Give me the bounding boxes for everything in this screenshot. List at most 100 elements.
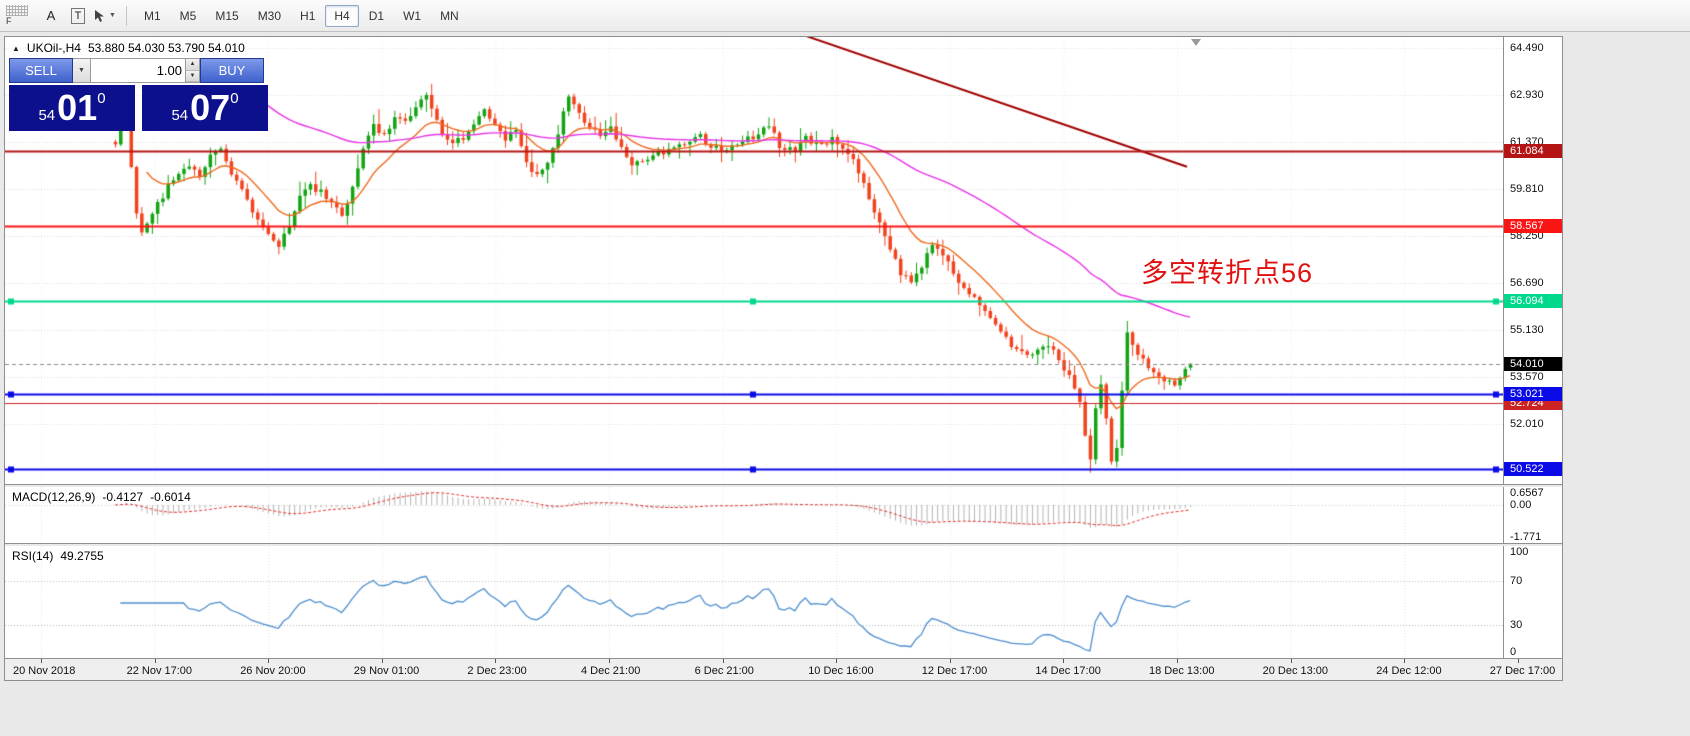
- chart-ohlc-values: 53.880 54.030 53.790 54.010: [87, 41, 245, 55]
- one-click-trading-panel: SELL ▼ ▲ ▼ BUY 54 01 0 5: [9, 58, 268, 131]
- grid-icon: [6, 5, 28, 16]
- time-axis-tick: [1177, 659, 1178, 663]
- timeframe-m15-button[interactable]: M15: [206, 5, 247, 27]
- timeframe-d1-button[interactable]: D1: [360, 5, 393, 27]
- time-axis-label: 20 Nov 2018: [13, 665, 76, 677]
- timeframe-m5-button[interactable]: M5: [171, 5, 206, 27]
- volume-stepper: ▲ ▼: [186, 58, 200, 83]
- rsi-value: 49.2755: [60, 549, 104, 563]
- time-axis-tick: [154, 659, 156, 663]
- macd-main-value: -0.4127: [102, 490, 144, 504]
- time-axis-label: 24 Dec 12:00: [1376, 665, 1442, 677]
- time-axis-tick: [268, 659, 270, 663]
- sell-price-pips: 01: [57, 87, 98, 128]
- timeframe-h4-button[interactable]: H4: [325, 4, 359, 27]
- price-level-badge: 61.084: [1504, 143, 1562, 158]
- text-tool-label: T: [70, 7, 86, 24]
- chart-symbol-label: UKOil-,H4: [26, 41, 81, 55]
- time-axis-tick: [609, 659, 610, 663]
- price-axis-tick: 53.570: [1510, 371, 1544, 384]
- macd-canvas[interactable]: [5, 487, 1503, 543]
- time-axis-label: 6 Dec 21:00: [694, 665, 754, 677]
- cursor-icon: [95, 9, 105, 22]
- rsi-axis-tick: 70: [1510, 575, 1523, 587]
- main-plot[interactable]: ▲ UKOil-,H4 53.880 54.030 53.790 54.010 …: [5, 37, 1503, 484]
- rsi-axis-tick: 0: [1510, 646, 1517, 658]
- time-axis-tick: [1404, 659, 1406, 663]
- time-axis-tick: [1063, 659, 1065, 663]
- time-axis-tick: [495, 659, 497, 663]
- toolbar-separator: [126, 5, 127, 26]
- rsi-canvas[interactable]: [5, 546, 1503, 658]
- buy-price-prefix: 54: [171, 107, 189, 124]
- macd-plot[interactable]: MACD(12,26,9) -0.4127 -0.6014: [5, 487, 1503, 543]
- timeframe-h1-button[interactable]: H1: [291, 5, 324, 27]
- macd-axis-tick: 0.6567: [1510, 487, 1544, 499]
- trade-controls-row: SELL ▼ ▲ ▼ BUY: [9, 58, 268, 83]
- volume-input[interactable]: [91, 58, 186, 83]
- macd-indicator-name: MACD(12,26,9): [12, 490, 96, 504]
- macd-label: MACD(12,26,9) -0.4127 -0.6014: [12, 490, 191, 504]
- price-level-badge: 53.021: [1504, 386, 1562, 401]
- volume-down-button[interactable]: ▼: [186, 70, 199, 82]
- macd-signal-value: -0.6014: [150, 490, 191, 504]
- buy-price-display[interactable]: 54 07 0: [142, 85, 268, 131]
- buy-price-pips: 07: [190, 87, 231, 128]
- panel-separator[interactable]: [5, 543, 1562, 546]
- rsi-panel: RSI(14) 49.2755 100 70 30 0: [5, 546, 1562, 658]
- time-axis-label: 10 Dec 16:00: [808, 665, 874, 677]
- arrow-text-tool-button[interactable]: A: [38, 4, 64, 28]
- current-price-badge: 54.010: [1504, 356, 1562, 371]
- sell-price-display[interactable]: 54 01 0: [9, 85, 135, 131]
- cursor-tool-button[interactable]: ▼: [92, 4, 118, 28]
- buy-price-point: 0: [230, 90, 239, 107]
- grip-label: F: [6, 16, 12, 26]
- macd-axis-tick: -1.771: [1510, 531, 1542, 543]
- rsi-axis[interactable]: 100 70 30 0: [1503, 546, 1562, 658]
- toolbar-grip[interactable]: F: [3, 2, 37, 30]
- time-axis-label: 12 Dec 17:00: [921, 665, 988, 677]
- time-axis-tick: [722, 659, 724, 663]
- time-axis[interactable]: 20 Nov 2018 22 Nov 17:00 26 Nov 20:00 29 No…: [5, 658, 1562, 680]
- price-axis-tick: 59.810: [1510, 183, 1544, 195]
- macd-axis[interactable]: 0.6567 0.00 -1.771: [1503, 487, 1562, 543]
- price-level-badge: 58.567: [1504, 219, 1562, 234]
- buy-button[interactable]: BUY: [200, 58, 264, 83]
- sell-price-prefix: 54: [38, 107, 56, 124]
- macd-panel: MACD(12,26,9) -0.4127 -0.6014 0.6567 0.00…: [5, 487, 1562, 543]
- price-axis-tick: 52.010: [1510, 418, 1544, 431]
- timeframe-m1-button[interactable]: M1: [135, 5, 170, 27]
- trade-prices-row: 54 01 0 54 07 0: [9, 85, 268, 131]
- timeframe-m30-button[interactable]: M30: [249, 5, 290, 27]
- price-axis[interactable]: 64.490 62.930 61.370 59.810 58.250 56.690 55.1…: [1503, 37, 1562, 484]
- price-level-badge: 50.522: [1504, 461, 1562, 476]
- time-axis-label: 18 Dec 13:00: [1149, 665, 1215, 677]
- text-tool-button[interactable]: T: [65, 4, 91, 28]
- chart-header: ▲ UKOil-,H4 53.880 54.030 53.790 54.010: [12, 41, 245, 55]
- toolbar: F A T ▼ M1 M5 M15 M30 H1 H4 D1 W1 MN: [0, 0, 1690, 32]
- time-axis-label: 29 Nov 01:00: [353, 665, 420, 677]
- chart-shift-marker[interactable]: [1191, 39, 1201, 46]
- sell-button[interactable]: SELL: [9, 58, 73, 83]
- rsi-axis-tick: 100: [1510, 546, 1529, 558]
- time-axis-label: 2 Dec 23:00: [467, 665, 527, 677]
- time-axis-label: 26 Nov 20:00: [240, 665, 306, 677]
- time-axis-label: 14 Dec 17:00: [1035, 665, 1101, 677]
- time-axis-tick: [41, 659, 42, 663]
- symbol-triangle-icon: ▲: [12, 43, 20, 53]
- sell-price-point: 0: [97, 90, 106, 107]
- timeframe-w1-button[interactable]: W1: [394, 5, 430, 27]
- time-axis-tick: [1290, 659, 1292, 663]
- caret-down-icon: ▼: [78, 67, 85, 74]
- volume-up-button[interactable]: ▲: [186, 59, 199, 71]
- time-axis-label: 4 Dec 21:00: [581, 665, 641, 677]
- panel-separator[interactable]: [5, 484, 1562, 487]
- volume-dropdown-button[interactable]: ▼: [73, 58, 91, 83]
- chart-annotation-text[interactable]: 多空转折点56: [1141, 258, 1314, 288]
- timeframe-mn-button[interactable]: MN: [431, 5, 468, 27]
- price-axis-tick: 55.130: [1510, 324, 1544, 337]
- rsi-plot[interactable]: RSI(14) 49.2755: [5, 546, 1503, 658]
- time-axis-tick: [1517, 659, 1519, 663]
- price-axis-tick: 56.690: [1510, 277, 1544, 290]
- time-axis-tick: [836, 659, 838, 663]
